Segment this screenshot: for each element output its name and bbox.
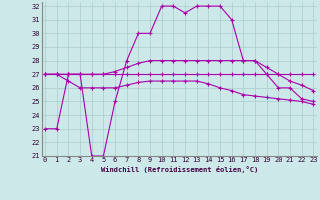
X-axis label: Windchill (Refroidissement éolien,°C): Windchill (Refroidissement éolien,°C) [100,166,258,173]
